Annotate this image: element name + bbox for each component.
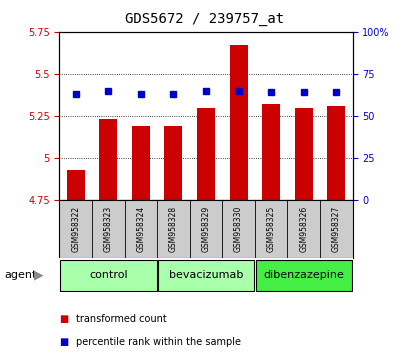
FancyBboxPatch shape	[60, 260, 156, 291]
Text: GSM958329: GSM958329	[201, 206, 210, 252]
Text: GDS5672 / 239757_at: GDS5672 / 239757_at	[125, 12, 284, 27]
Bar	[326, 106, 344, 200]
Text: control: control	[89, 270, 127, 280]
Bar	[197, 108, 214, 200]
Text: GSM958323: GSM958323	[103, 206, 112, 252]
Text: ■: ■	[59, 337, 69, 347]
Text: GSM958324: GSM958324	[136, 206, 145, 252]
Text: GSM958330: GSM958330	[234, 206, 243, 252]
Text: dibenzazepine: dibenzazepine	[263, 270, 343, 280]
Bar	[294, 108, 312, 200]
Bar	[132, 126, 149, 200]
Bar	[262, 104, 279, 200]
Text: percentile rank within the sample: percentile rank within the sample	[76, 337, 240, 347]
Bar	[164, 126, 182, 200]
Text: ■: ■	[59, 314, 69, 324]
FancyBboxPatch shape	[255, 260, 351, 291]
FancyBboxPatch shape	[157, 260, 254, 291]
Text: transformed count: transformed count	[76, 314, 166, 324]
Text: bevacizumab: bevacizumab	[169, 270, 243, 280]
Text: GSM958326: GSM958326	[299, 206, 308, 252]
Text: GSM958325: GSM958325	[266, 206, 275, 252]
Text: GSM958327: GSM958327	[331, 206, 340, 252]
Bar	[67, 170, 85, 200]
Text: GSM958328: GSM958328	[169, 206, 178, 252]
Text: GSM958322: GSM958322	[71, 206, 80, 252]
Bar	[99, 119, 117, 200]
Text: agent: agent	[4, 270, 36, 280]
Bar	[229, 45, 247, 200]
Text: ▶: ▶	[34, 269, 44, 282]
